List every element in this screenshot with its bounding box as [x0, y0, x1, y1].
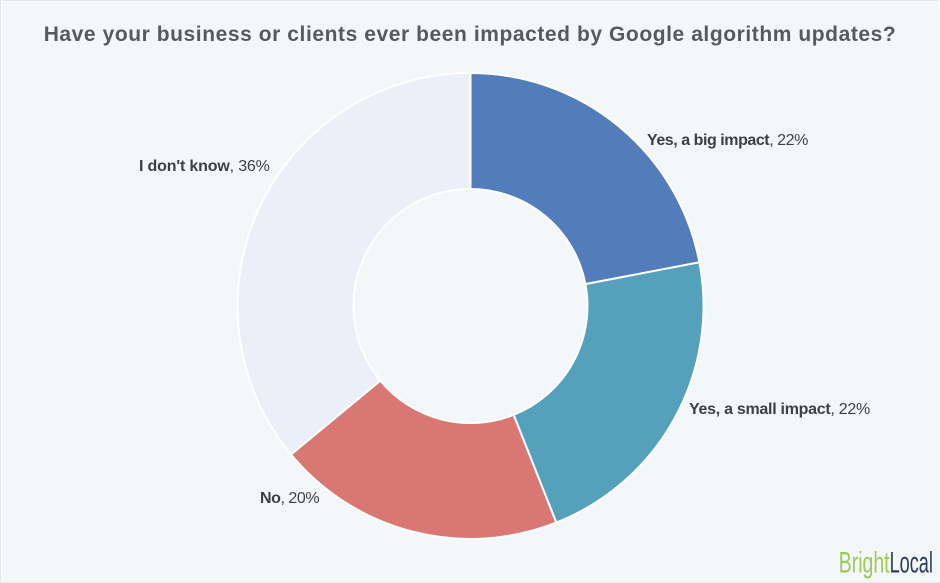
svg-text:Local: Local [890, 547, 933, 580]
svg-text:Bright: Bright [839, 546, 890, 579]
